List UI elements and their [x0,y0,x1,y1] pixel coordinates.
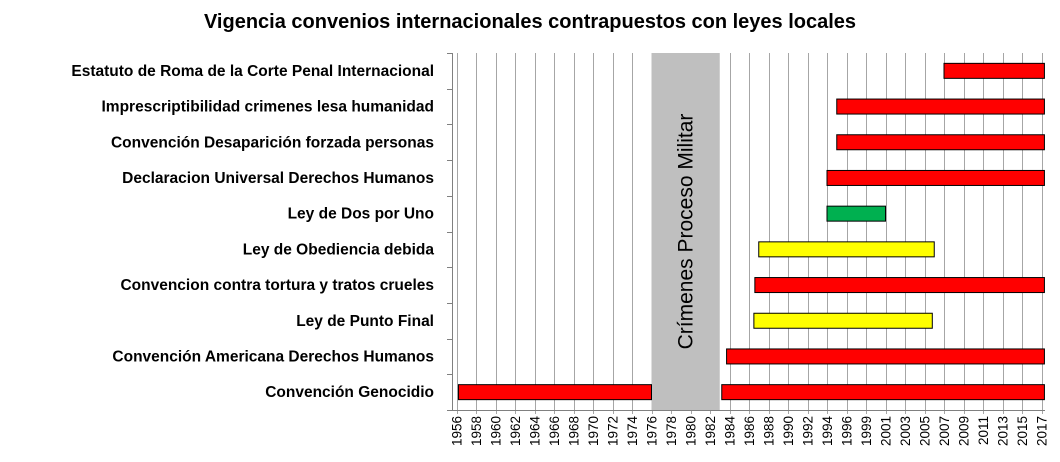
bar [457,384,653,401]
x-tick-label: 1999 [859,416,874,446]
band-label: Crímenes Proceso Militar [675,114,698,350]
category-label: Ley de Punto Final [296,313,434,330]
category-label: Ley de Obediencia debida [243,241,435,258]
x-tick-label: 1970 [586,416,601,446]
x-tick-label: 1996 [840,416,855,446]
bar [726,348,1045,365]
band-rect [651,53,720,410]
x-tick-label: 1988 [762,416,777,446]
bar [753,312,933,329]
bar [826,169,1045,186]
category-label: Convención Americana Derechos Humanos [112,348,434,365]
category-label: Convención Desaparición forzada personas [111,134,434,151]
x-tick-label: 2001 [879,416,894,446]
x-tick-label: 1976 [645,416,660,446]
bar [836,134,1045,151]
x-tick-label: 1972 [606,416,621,446]
category-label: Estatuto de Roma de la Corte Penal Inter… [71,63,434,80]
x-tick-label: 1986 [742,416,757,446]
x-tick-label: 2005 [918,416,933,446]
x-tick-label: 2013 [996,416,1011,446]
x-tick-label: 2015 [1015,416,1030,446]
x-tick-label: 1962 [508,416,523,446]
x-tick-label: 1984 [723,416,738,447]
highlight-band: Crímenes Proceso Militar [651,53,720,410]
x-tick-label: 2011 [976,416,991,445]
category-label: Convención Genocidio [265,384,434,401]
bar [721,384,1045,401]
category-label: Ley de Dos por Uno [288,206,434,223]
x-tick-label: 1966 [547,416,562,446]
category-label: Convencion contra tortura y tratos cruel… [120,277,434,294]
x-tick-label: 1990 [781,416,796,446]
x-tick-label: 1964 [528,416,543,447]
x-tick-label: 1994 [820,416,835,447]
bar [758,241,935,258]
x-tick-label: 1960 [489,416,504,446]
bar [826,205,886,222]
x-tick-label: 1982 [703,416,718,446]
x-tick-label: 1992 [801,416,816,446]
x-tick-label: 2007 [937,416,952,446]
chart-title: Vigencia convenios internacionales contr… [204,11,856,33]
x-tick-label: 1968 [567,416,582,446]
x-tick-label: 1980 [684,416,699,446]
x-tick-label: 1978 [664,416,679,446]
x-tick-label: 2003 [898,416,913,446]
bars [457,62,1045,401]
category-label: Imprescriptibilidad crimenes lesa humani… [102,99,435,116]
bar [754,277,1045,294]
x-tick-label: 2017 [1035,416,1050,446]
category-label: Declaracion Universal Derechos Humanos [122,170,434,187]
x-tick-label: 1956 [450,416,465,446]
bar [836,98,1045,115]
x-tick-label: 2009 [957,416,972,446]
x-tick-label: 1958 [469,416,484,446]
bar [943,62,1045,79]
x-tick-label: 1974 [625,416,640,447]
x-tick-labels: 1956 1958 1960 1962 1964 1966 1968 1970 1972 1974… [450,416,1050,447]
category-labels: Estatuto de Roma de la Corte Penal Inter… [71,63,434,401]
axes [447,53,1045,411]
